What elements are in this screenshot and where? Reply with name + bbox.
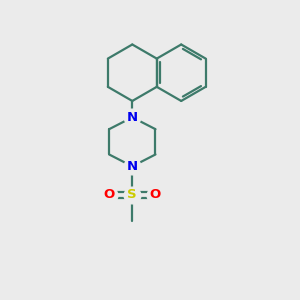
Text: O: O — [150, 188, 161, 201]
Text: N: N — [127, 160, 138, 173]
Text: S: S — [128, 188, 137, 201]
Text: O: O — [103, 188, 115, 201]
Text: N: N — [127, 111, 138, 124]
